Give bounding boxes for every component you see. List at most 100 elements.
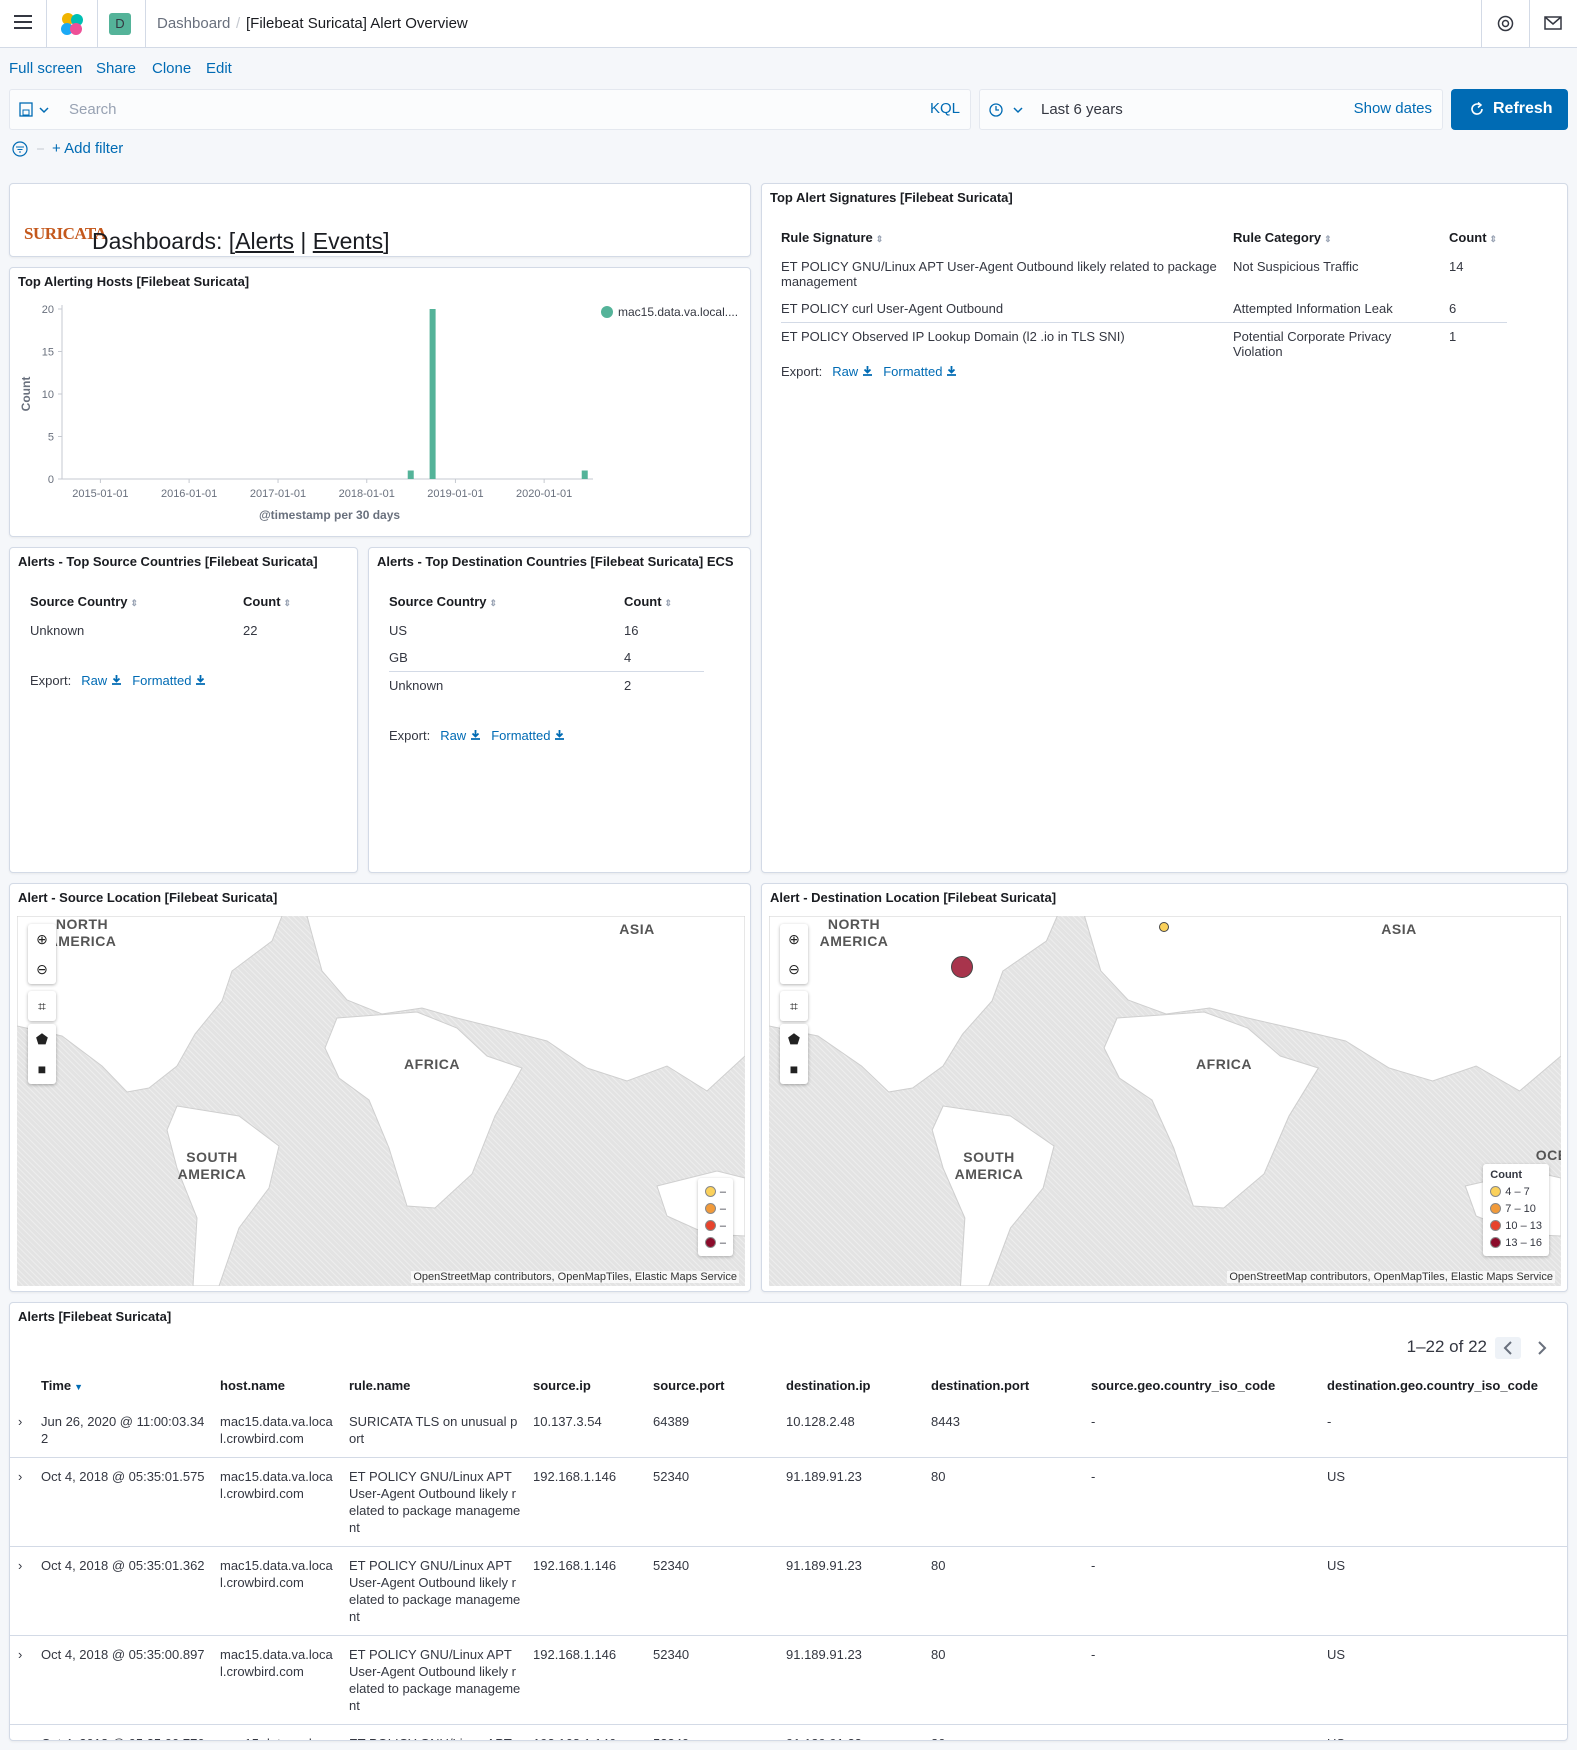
link[interactable]: Events [313, 228, 383, 254]
expand-toggle[interactable]: › [10, 1547, 41, 1636]
export-raw[interactable]: Raw [440, 728, 481, 743]
export-formatted[interactable]: Formatted [491, 728, 565, 743]
news-icon[interactable] [1544, 16, 1562, 30]
time-picker[interactable]: Last 6 years Show dates [979, 89, 1443, 130]
cell: 80 [931, 1725, 1091, 1742]
legend-swatch [1490, 1186, 1501, 1197]
map[interactable]: NORTH AMERICAASIAAFRICASOUTH AMERICAOCEA… [769, 916, 1561, 1286]
column-header[interactable]: destination.geo.country_iso_code [1327, 1378, 1568, 1403]
export-formatted[interactable]: Formatted [132, 673, 206, 688]
search-input[interactable]: Search [69, 101, 117, 118]
shape-controls[interactable]: ⬟■ [780, 1024, 808, 1084]
help-icon[interactable] [1497, 15, 1514, 32]
column-label: source.port [653, 1378, 725, 1393]
cell: Oct 4, 2018 @ 05:35:00.897 [41, 1636, 220, 1725]
cell: US [389, 617, 624, 644]
panel-title: Alert - Destination Location [Filebeat S… [770, 890, 1056, 905]
destination-countries-panel: Alerts - Top Destination Countries [File… [368, 547, 751, 873]
map-label: AFRICA [1189, 1056, 1259, 1073]
pager[interactable] [1495, 1337, 1555, 1359]
column-header[interactable]: destination.ip [786, 1378, 931, 1403]
expand-toggle[interactable]: › [10, 1403, 41, 1458]
column-header[interactable]: Rule Signature⇕ [781, 230, 1233, 253]
column-header[interactable]: host.name [220, 1378, 349, 1403]
legend-row: – [705, 1217, 726, 1234]
export-raw[interactable]: Raw [832, 364, 873, 379]
cell: 52340 [653, 1636, 786, 1725]
column-header[interactable]: Count⇕ [243, 594, 323, 617]
legend-row: 7 – 10 [1490, 1200, 1542, 1217]
expand-toggle[interactable]: › [10, 1458, 41, 1547]
breadcrumb[interactable]: Dashboard [157, 15, 230, 32]
export-raw[interactable]: Raw [81, 673, 122, 688]
query-bar[interactable]: Search KQL [9, 89, 971, 130]
menu-button[interactable] [14, 15, 32, 29]
legend-row: 10 – 13 [1490, 1217, 1542, 1234]
column-header[interactable]: Count⇕ [1449, 230, 1507, 253]
column-header[interactable]: Time▼ [41, 1378, 220, 1403]
expand-toggle[interactable]: › [10, 1636, 41, 1725]
map[interactable]: NORTH AMERICAASIAAFRICASOUTH AMERICA⊕⊖⌗⬟… [17, 916, 745, 1286]
legend-row: 4 – 7 [1490, 1183, 1542, 1200]
column-header[interactable]: Rule Category⇕ [1233, 230, 1449, 253]
column-label: source.geo.country_iso_code [1091, 1378, 1275, 1393]
label: Formatted [132, 673, 191, 688]
export-formatted[interactable]: Formatted [883, 364, 957, 379]
link[interactable]: Alerts [235, 228, 294, 254]
zoom-controls[interactable]: ⊕⊖ [780, 924, 808, 984]
export-label: Export: [30, 673, 71, 688]
cell: 91.189.91.23 [786, 1725, 931, 1742]
map-point[interactable] [1159, 922, 1169, 932]
column-header[interactable]: source.ip [533, 1378, 653, 1403]
draw-controls[interactable]: ⌗ [780, 991, 808, 1021]
label: Raw [81, 673, 107, 688]
legend-swatch [705, 1220, 716, 1231]
elastic-logo[interactable] [60, 12, 84, 36]
map-label: SOUTH AMERICA [944, 1149, 1034, 1183]
show-dates[interactable]: Show dates [1354, 100, 1432, 117]
add-filter[interactable]: + Add filter [52, 140, 123, 157]
x-tick-label: 2018-01-01 [339, 488, 395, 500]
map-label: ASIA [607, 921, 667, 938]
sort-icon: ⇕ [131, 598, 139, 608]
map-legend: –––– [698, 1178, 733, 1256]
sort-icon: ▼ [74, 1382, 83, 1392]
menu-item[interactable]: Full screen [9, 60, 82, 77]
map-point[interactable] [951, 956, 973, 978]
shape-controls[interactable]: ⬟■ [28, 1024, 56, 1084]
refresh-button[interactable]: Refresh [1451, 89, 1568, 130]
draw-controls[interactable]: ⌗ [28, 991, 56, 1021]
column-header[interactable]: source.port [653, 1378, 786, 1403]
zoom-controls[interactable]: ⊕⊖ [28, 924, 56, 984]
column-label: Count [624, 594, 662, 609]
column-header[interactable]: destination.port [931, 1378, 1091, 1403]
column-header[interactable]: rule.name [349, 1378, 533, 1403]
cell: mac15.data.va.local.crowbird.com [220, 1403, 349, 1458]
space-badge[interactable]: D [109, 13, 131, 35]
source-countries-panel: Alerts - Top Source Countries [Filebeat … [9, 547, 358, 873]
label: Formatted [883, 364, 942, 379]
menu-item[interactable]: Edit [206, 60, 232, 77]
refresh-label: Refresh [1493, 100, 1553, 118]
column-header[interactable]: source.geo.country_iso_code [1091, 1378, 1327, 1403]
cell: US [1327, 1547, 1568, 1636]
pagination: 1–22 of 22 [1407, 1337, 1487, 1357]
legend-label: 10 – 13 [1505, 1220, 1542, 1232]
column-header[interactable]: Count⇕ [624, 594, 704, 617]
table-row: Unknown2 [389, 672, 704, 700]
text: Dashboards: [ [92, 228, 235, 254]
language-switch[interactable]: KQL [930, 100, 960, 117]
menu-item[interactable]: Share [96, 60, 136, 77]
y-tick-label: 15 [42, 347, 54, 359]
label: Formatted [491, 728, 550, 743]
legend-row: 13 – 16 [1490, 1234, 1542, 1251]
column-label: Source Country [389, 594, 487, 609]
column-header[interactable]: Source Country⇕ [389, 594, 624, 617]
legend-label: – [720, 1220, 726, 1232]
column-header[interactable]: Source Country⇕ [30, 594, 243, 617]
time-range[interactable]: Last 6 years [1041, 101, 1123, 118]
menu-item[interactable]: Clone [152, 60, 191, 77]
expand-toggle[interactable]: › [10, 1725, 41, 1742]
column-label: Count [1449, 230, 1487, 245]
cell: 192.168.1.146 [533, 1547, 653, 1636]
